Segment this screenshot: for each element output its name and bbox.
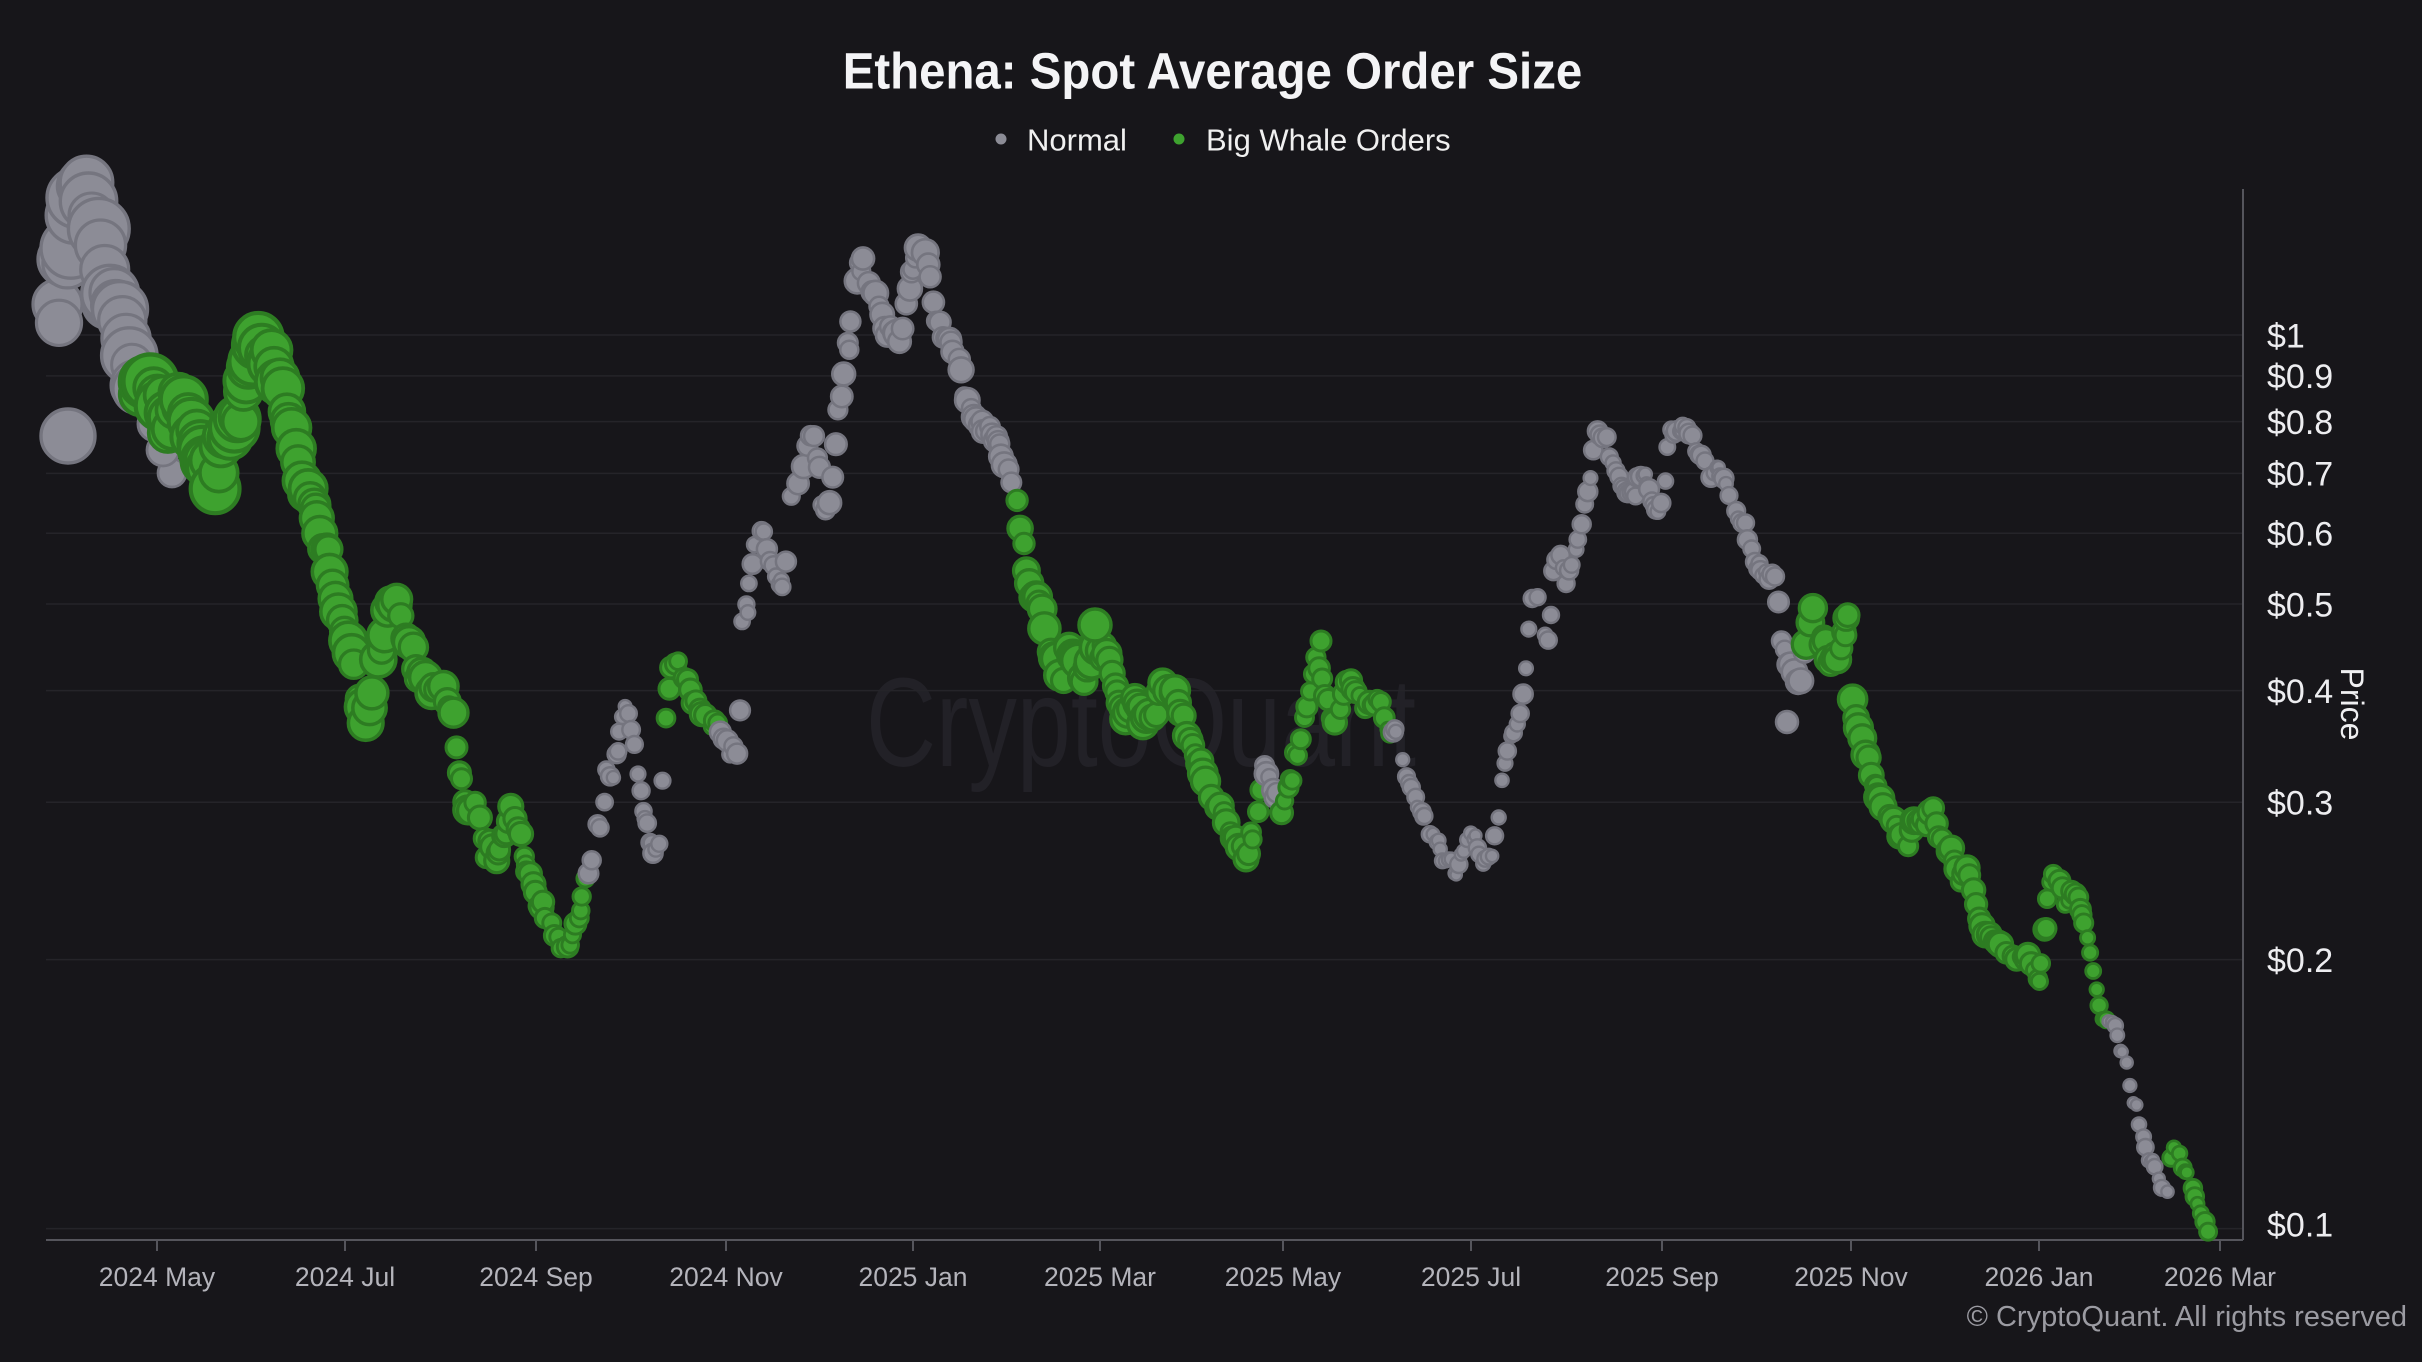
svg-text:$0.4: $0.4	[2267, 673, 2333, 711]
svg-text:2026 Mar: 2026 Mar	[2164, 1262, 2276, 1292]
svg-text:$1: $1	[2267, 317, 2305, 355]
svg-text:Price: Price	[2334, 668, 2370, 741]
svg-text:2024 Jul: 2024 Jul	[295, 1262, 395, 1292]
svg-text:$0.6: $0.6	[2267, 516, 2333, 554]
svg-text:$0.5: $0.5	[2267, 586, 2333, 624]
svg-text:$0.3: $0.3	[2267, 785, 2333, 823]
svg-text:© CryptoQuant. All rights rese: © CryptoQuant. All rights reserved	[1967, 1301, 2407, 1333]
svg-text:$0.2: $0.2	[2267, 942, 2333, 980]
svg-text:$0.7: $0.7	[2267, 456, 2333, 494]
svg-text:Big Whale Orders: Big Whale Orders	[1206, 123, 1451, 158]
svg-text:2024 Sep: 2024 Sep	[479, 1262, 592, 1292]
svg-text:Ethena: Spot Average Order Siz: Ethena: Spot Average Order Size	[843, 43, 1583, 100]
svg-text:$0.1: $0.1	[2267, 1206, 2333, 1244]
svg-text:2026 Jan: 2026 Jan	[1984, 1262, 2093, 1292]
svg-text:2025 Mar: 2025 Mar	[1044, 1262, 1156, 1292]
svg-text:$0.9: $0.9	[2267, 358, 2333, 396]
svg-text:2025 Sep: 2025 Sep	[1605, 1262, 1718, 1292]
svg-text:2025 Nov: 2025 Nov	[1794, 1262, 1908, 1292]
svg-text:2024 Nov: 2024 Nov	[669, 1262, 783, 1292]
svg-text:Normal: Normal	[1027, 123, 1127, 158]
svg-text:2025 May: 2025 May	[1225, 1262, 1342, 1292]
svg-text:2025 Jan: 2025 Jan	[858, 1262, 967, 1292]
svg-text:2024 May: 2024 May	[99, 1262, 216, 1292]
svg-text:2025 Jul: 2025 Jul	[1421, 1262, 1521, 1292]
svg-text:$0.8: $0.8	[2267, 404, 2333, 442]
